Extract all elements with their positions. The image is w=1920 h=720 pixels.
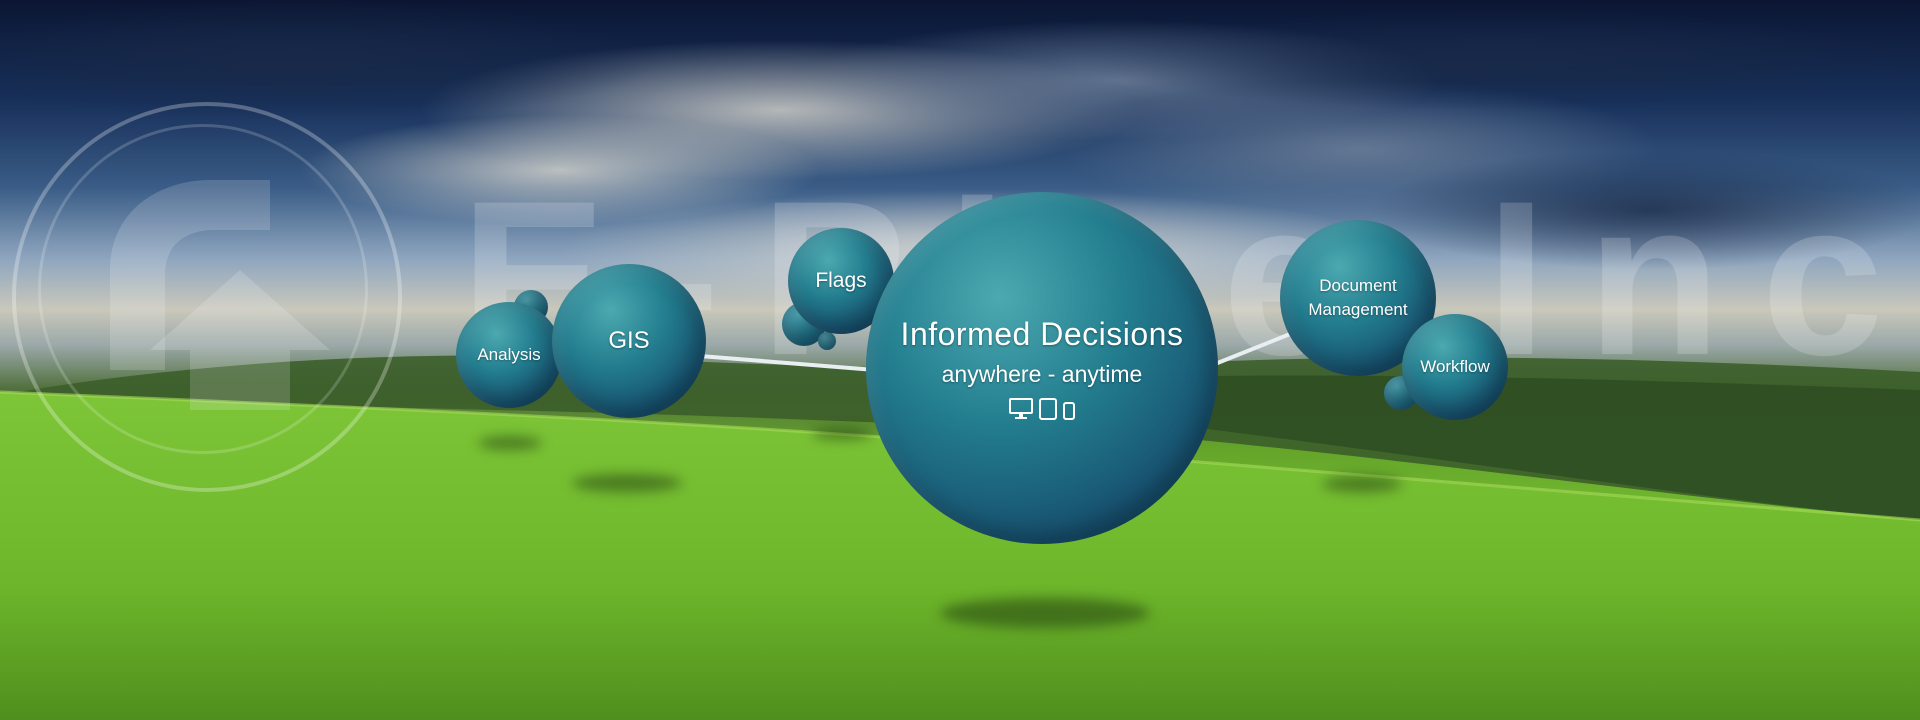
flags-small-dot-2	[818, 332, 836, 350]
analysis-shadow	[478, 436, 542, 450]
workflow-label: Workflow	[1420, 357, 1490, 376]
document-label-line1: Document	[1319, 276, 1397, 295]
gis-label: GIS	[608, 327, 650, 354]
analysis-label: Analysis	[477, 345, 541, 364]
document-label-line2: Management	[1308, 300, 1408, 319]
flags-bubble[interactable]: Flags	[788, 228, 894, 334]
gis-bubble[interactable]: GIS	[552, 264, 706, 418]
logo-ring-inner	[38, 124, 368, 454]
informed-decisions-bubble[interactable]: Informed Decisions anywhere - anytime	[866, 192, 1218, 544]
main-title: Informed Decisions	[900, 316, 1184, 352]
flags-label: Flags	[815, 269, 867, 292]
gis-shadow	[572, 474, 682, 492]
tablet-icon	[1039, 398, 1057, 420]
phone-icon	[1063, 402, 1075, 420]
device-icons	[1009, 398, 1075, 420]
document-shadow	[1322, 476, 1402, 492]
main-shadow	[940, 598, 1150, 628]
workflow-bubble[interactable]: Workflow	[1402, 314, 1508, 420]
flags-shadow	[812, 428, 872, 440]
main-subtitle: anywhere - anytime	[941, 361, 1143, 387]
logo-mark-icon	[110, 180, 330, 410]
desktop-monitor-icon	[1009, 398, 1033, 419]
logo-ring	[12, 102, 402, 492]
analysis-bubble[interactable]: Analysis	[456, 302, 562, 408]
